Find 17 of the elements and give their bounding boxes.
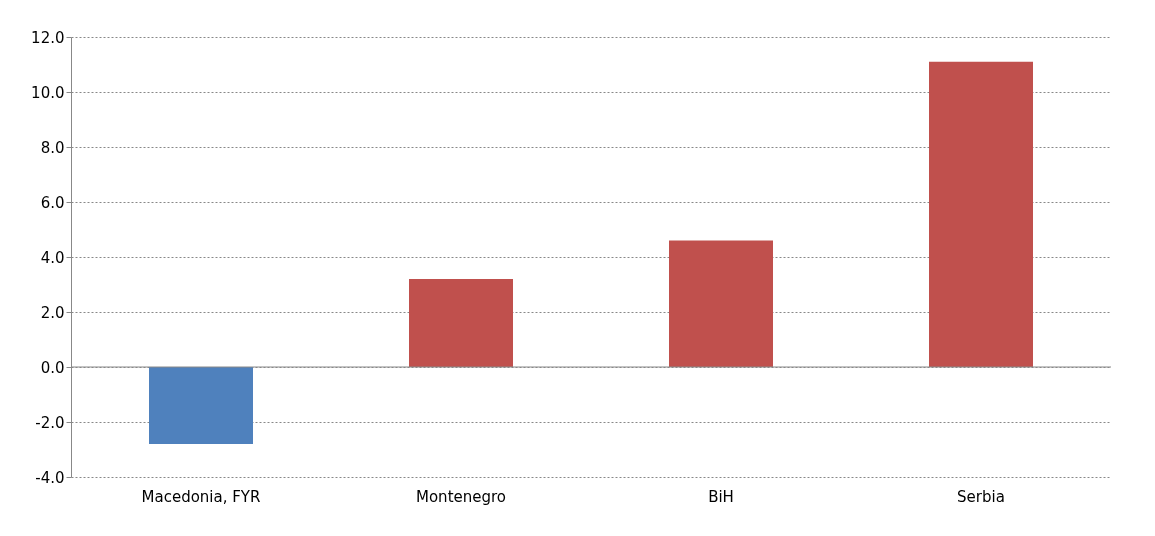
y-tick-label: -4.0: [35, 468, 65, 487]
bar: [149, 367, 253, 444]
y-tick-label: 10.0: [31, 83, 65, 102]
y-tick-label: 8.0: [40, 138, 65, 157]
bar: [669, 240, 773, 367]
bar: [929, 61, 1033, 367]
x-tick-label: Serbia: [957, 487, 1005, 506]
y-tick-label: 12.0: [31, 28, 65, 47]
x-tick-label: Macedonia, FYR: [141, 487, 261, 506]
y-tick-label: 4.0: [40, 248, 65, 267]
y-tick-label: 2.0: [40, 303, 65, 322]
bar: [409, 279, 513, 367]
y-tick-label: 0.0: [40, 358, 65, 377]
y-tick-label: 6.0: [40, 193, 65, 212]
y-tick-label: -2.0: [35, 413, 65, 432]
x-tick-label: Montenegro: [415, 487, 507, 506]
x-tick-label: BiH: [708, 487, 734, 506]
